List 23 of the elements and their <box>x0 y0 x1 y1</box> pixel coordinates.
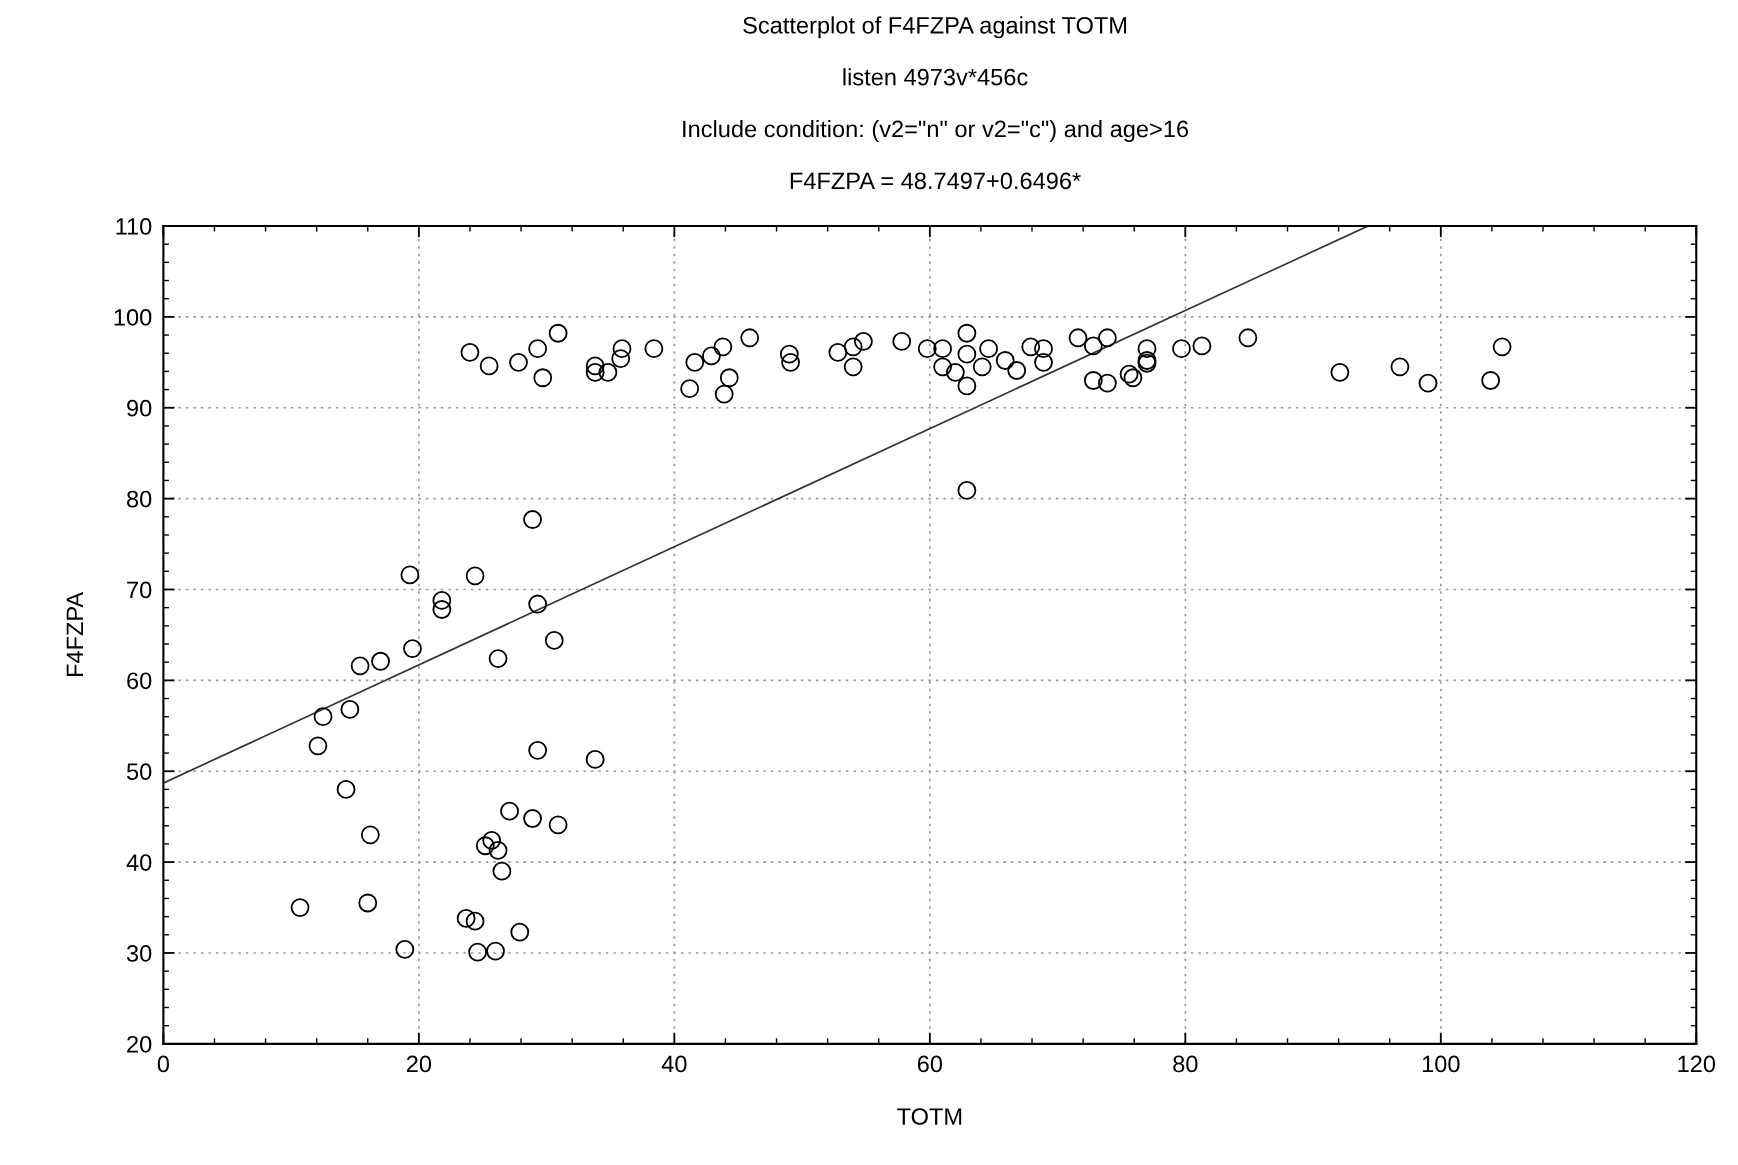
text: Include condition: (v2="n" or v2="c") and age>16 <box>683 120 1189 142</box>
y-tick-label: 30 <box>126 945 152 962</box>
chart-title: Scatterplot of F4FZPA against TOTM <box>743 16 1127 39</box>
x-tick-label: 40 <box>661 1055 687 1073</box>
chart-subtitle: listen 4973v*456c <box>843 68 1028 86</box>
x-tick-label: 120 <box>1678 1055 1716 1073</box>
x-tick-label: 100 <box>1422 1055 1460 1073</box>
y-tick-label: 50 <box>126 763 152 781</box>
x-tick-label: 0 <box>157 1055 170 1073</box>
y-tick-label: 100 <box>114 308 152 326</box>
y-tick-label: 90 <box>127 399 152 417</box>
x-axis-title: TOTM <box>897 1108 962 1125</box>
x-tick-label: 80 <box>1173 1055 1198 1073</box>
y-tick-label: 20 <box>127 1035 152 1053</box>
x-tick-label: 20 <box>406 1055 432 1073</box>
y-tick-label: 60 <box>127 672 152 690</box>
y-axis-title: F4FZPA <box>66 591 83 677</box>
y-tick-label: 80 <box>127 490 152 508</box>
y-tick-label: 40 <box>126 854 152 871</box>
text: F4FZPA = 48.7497+0.6496* <box>790 172 1081 190</box>
y-tick-label: 70 <box>127 581 152 599</box>
y-tick-label: 110 <box>116 218 152 235</box>
x-tick-label: 60 <box>917 1055 943 1073</box>
